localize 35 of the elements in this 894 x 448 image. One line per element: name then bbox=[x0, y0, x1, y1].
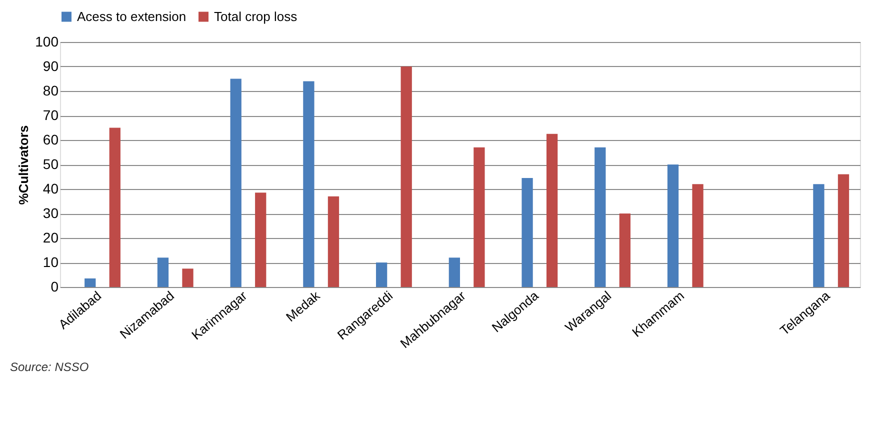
bar bbox=[594, 147, 606, 287]
y-axis-title: %Cultivators bbox=[16, 125, 32, 205]
legend-label: Total crop loss bbox=[214, 8, 298, 24]
legend-label: Acess to extension bbox=[77, 8, 186, 24]
source-note: Source: NSSO bbox=[10, 360, 89, 374]
y-tick-label: 80 bbox=[42, 82, 59, 98]
y-tick-label: 50 bbox=[42, 156, 59, 172]
bar bbox=[303, 81, 314, 287]
bar bbox=[255, 192, 266, 287]
bar bbox=[84, 278, 96, 287]
bar bbox=[400, 66, 412, 287]
bar bbox=[182, 268, 194, 287]
bar bbox=[522, 178, 533, 287]
bar bbox=[619, 214, 630, 287]
bar bbox=[667, 164, 679, 287]
y-tick-label: 30 bbox=[42, 205, 59, 221]
y-tick-label: 100 bbox=[35, 34, 59, 50]
y-tick-label: 60 bbox=[42, 132, 59, 148]
bar bbox=[813, 184, 824, 287]
bar bbox=[474, 147, 485, 287]
y-tick-label: 20 bbox=[42, 230, 59, 246]
bar bbox=[157, 258, 169, 287]
bar bbox=[230, 78, 242, 287]
bar bbox=[328, 196, 340, 287]
bar bbox=[838, 174, 850, 287]
y-tick-label: 10 bbox=[42, 254, 59, 270]
y-tick-label: 40 bbox=[42, 180, 59, 196]
y-tick-label: 0 bbox=[50, 278, 59, 294]
bar bbox=[376, 262, 388, 287]
bar bbox=[448, 258, 460, 287]
bar bbox=[692, 184, 704, 287]
y-tick-label: 90 bbox=[42, 58, 59, 74]
y-tick-label: 70 bbox=[42, 107, 59, 123]
bar bbox=[546, 134, 558, 287]
bar bbox=[109, 128, 120, 287]
